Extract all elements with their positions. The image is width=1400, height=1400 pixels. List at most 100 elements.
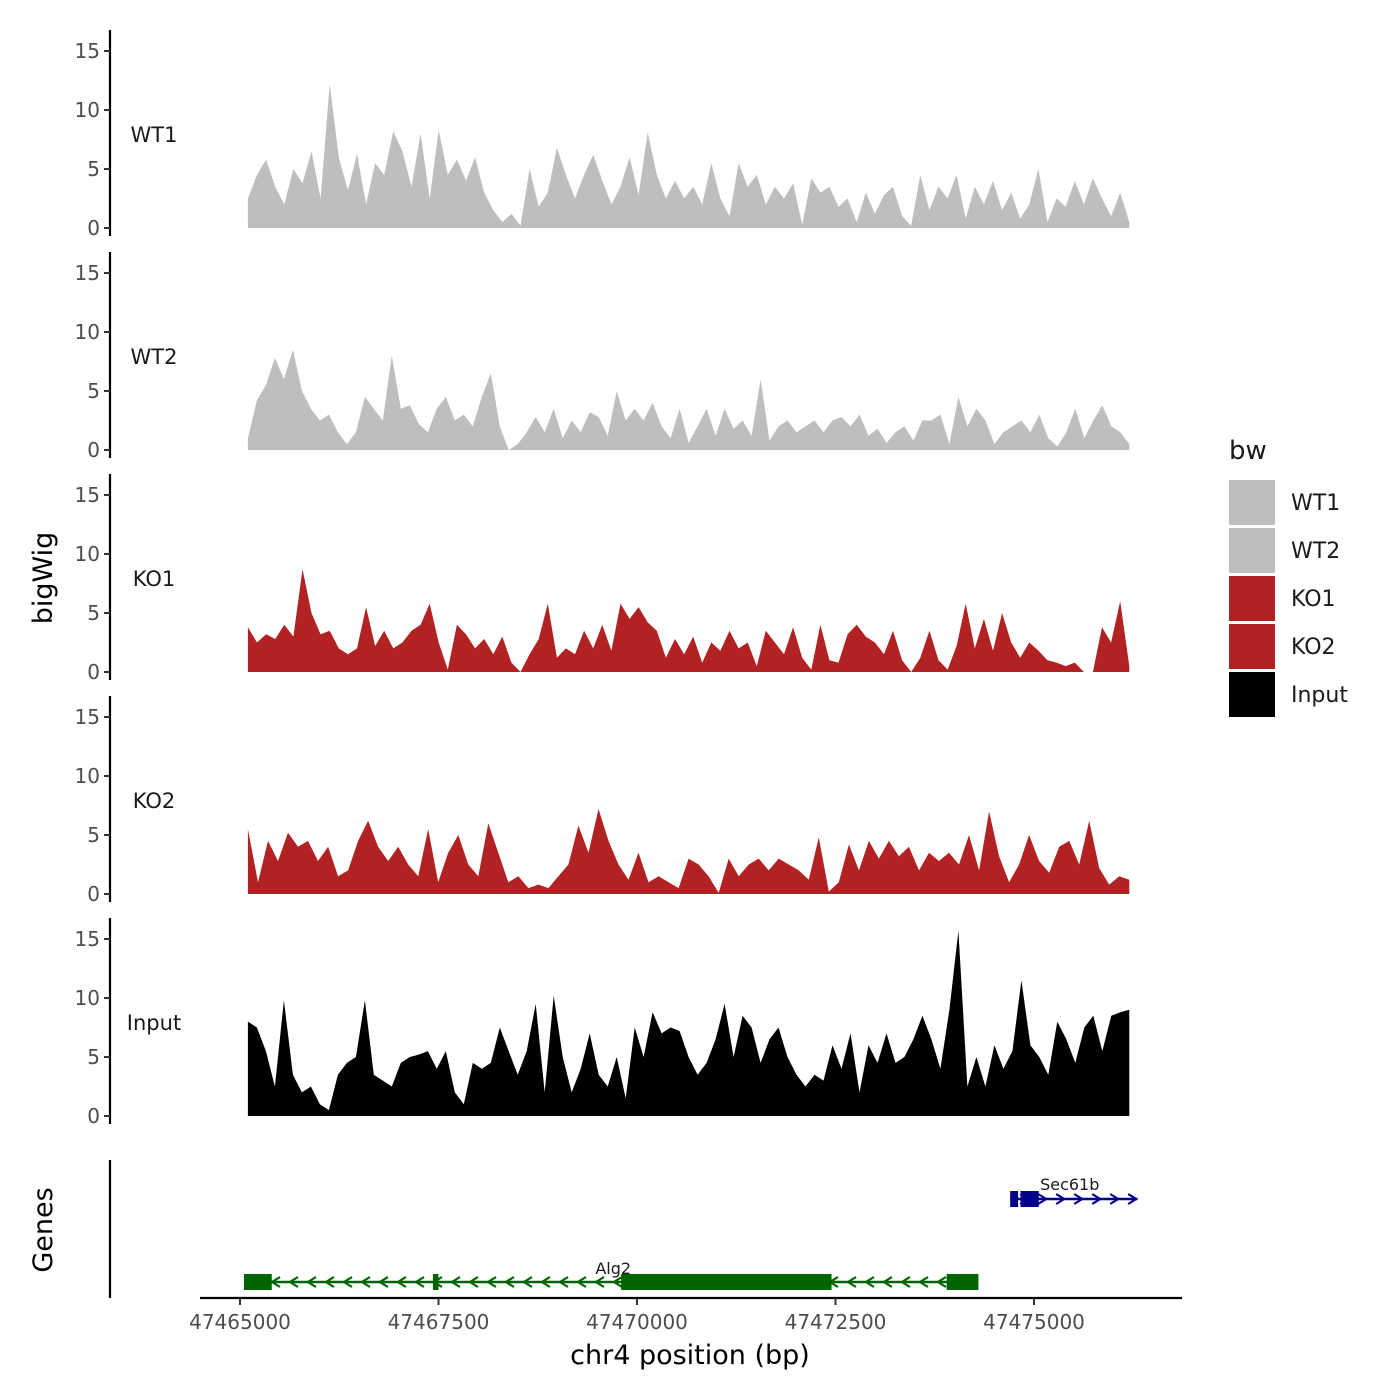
x-tick-label: 47467500 [388,1310,490,1334]
strand-chevron [287,1276,299,1288]
track-input: 0 5 10 15 Input [75,918,1130,1128]
track-wt1: 0 5 10 15 WT1 [75,30,1130,240]
gene-exon [1020,1191,1039,1207]
gene-exon [432,1274,439,1290]
tracks-panel: 0 5 10 15 WT1 0 5 10 15 WT2 0 5 10 15 KO1 0 5 10 15 KO2 0 5 10… [75,30,1130,1128]
strand-chevron [521,1276,533,1288]
gene-exon [621,1274,832,1290]
gene-exon [243,1274,272,1290]
gene-sec61b: Sec61b [1010,1175,1139,1207]
strand-chevron [359,1276,371,1288]
x-axis-title: chr4 position (bp) [570,1340,810,1371]
area-ko2 [247,809,1130,894]
area-wt1 [247,84,1130,228]
legend-swatch-ko2 [1229,624,1275,669]
strand-chevron [305,1276,317,1288]
x-axis: 47465000 47467500 47470000 47472500 47475000 [189,1296,1182,1334]
strand-chevron [341,1276,353,1288]
y-tick-label: 15 [75,261,100,285]
strand-chevron [539,1276,551,1288]
x-tick-label: 47475000 [983,1310,1085,1334]
strand-chevron [593,1276,605,1288]
strand-chevron [1055,1193,1067,1205]
legend-swatch-wt2 [1229,528,1275,573]
strand-chevron [449,1276,461,1288]
strand-chevron [881,1276,893,1288]
strand-chevron [557,1276,569,1288]
strand-chevron [575,1276,587,1288]
gene-label: Alg2 [595,1259,631,1278]
strand-chevron [611,1276,623,1288]
gene-exon [1010,1191,1019,1207]
x-tick-label: 47472500 [785,1310,887,1334]
legend-label-wt2: WT2 [1291,539,1340,564]
legend-swatch-wt1 [1229,480,1275,525]
y-tick-label: 0 [87,1104,100,1128]
y-tick-label: 10 [75,98,100,122]
track-label: WT1 [131,123,178,147]
strand-chevron [845,1276,857,1288]
gene-exon [946,1274,979,1290]
genes-panel: Alg2 Sec61b [108,1160,1139,1298]
y-tick-label: 15 [75,927,100,951]
legend-label-ko2: KO2 [1291,635,1336,660]
y-tick-label: 0 [87,438,100,462]
legend-swatch-ko1 [1229,576,1275,621]
area-ko1 [247,569,1130,672]
y-axis-title: bigWig [28,532,59,625]
y-tick-label: 15 [75,705,100,729]
strand-chevron [377,1276,389,1288]
strand-chevron [1091,1193,1103,1205]
strand-chevron [503,1276,515,1288]
track-wt2: 0 5 10 15 WT2 [75,252,1130,462]
y-tick-label: 5 [87,1045,100,1069]
y-tick-label: 10 [75,986,100,1010]
strand-chevron [269,1276,281,1288]
strand-chevron [1037,1193,1049,1205]
y-tick-label: 10 [75,320,100,344]
y-tick-label: 5 [87,823,100,847]
legend-title: bw [1229,436,1267,466]
strand-chevron [485,1276,497,1288]
y-tick-label: 5 [87,157,100,181]
y-tick-label: 0 [87,660,100,684]
track-ko1: 0 5 10 15 KO1 [75,474,1130,684]
x-tick-label: 47470000 [586,1310,688,1334]
strand-chevron [1127,1193,1139,1205]
strand-chevron [413,1276,425,1288]
track-label: WT2 [131,345,178,369]
legend-label-ko1: KO1 [1291,587,1336,612]
y-tick-label: 10 [75,542,100,566]
y-tick-label: 5 [87,601,100,625]
legend: bw WT1 WT2 KO1 KO2 Input [1229,436,1348,717]
legend-label-wt1: WT1 [1291,491,1340,516]
legend-label-input: Input [1291,683,1348,708]
y-tick-label: 0 [87,216,100,240]
strand-chevron [467,1276,479,1288]
track-ko2: 0 5 10 15 KO2 [75,696,1130,906]
strand-chevron [863,1276,875,1288]
y-tick-label: 10 [75,764,100,788]
area-input [247,930,1130,1116]
strand-chevron [1073,1193,1085,1205]
strand-chevron [395,1276,407,1288]
gene-label: Sec61b [1040,1175,1099,1194]
y-tick-label: 15 [75,483,100,507]
track-label: KO1 [133,567,176,591]
y-tick-label: 5 [87,379,100,403]
genes-axis-title: Genes [28,1187,59,1272]
y-tick-label: 0 [87,882,100,906]
legend-swatch-input [1229,672,1275,717]
strand-chevron [1109,1193,1121,1205]
track-label: Input [127,1011,181,1035]
strand-chevron [899,1276,911,1288]
y-tick-label: 15 [75,39,100,63]
strand-chevron [935,1276,947,1288]
strand-chevron [323,1276,335,1288]
track-label: KO2 [133,789,176,813]
x-tick-label: 47465000 [189,1310,291,1334]
gene-alg2: Alg2 [243,1259,979,1290]
strand-chevron [917,1276,929,1288]
area-wt2 [247,349,1130,450]
